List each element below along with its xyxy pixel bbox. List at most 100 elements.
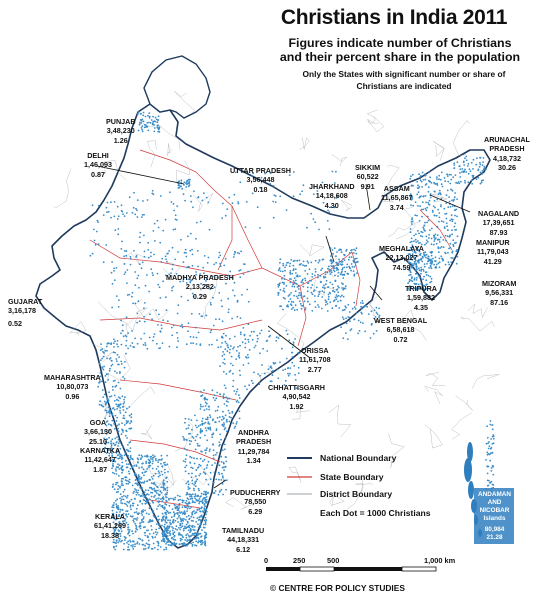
population-dot [421,215,423,218]
population-dot [416,214,418,217]
population-dot [104,402,107,405]
population-dot [136,321,139,324]
population-dot [179,528,182,531]
population-dot [180,518,182,521]
population-dot [320,269,322,271]
population-dot [136,541,139,543]
population-dot [225,342,228,345]
population-dot [115,540,118,542]
population-dot [227,297,230,300]
population-dot [242,364,245,366]
population-dot [151,491,154,494]
population-dot [186,497,189,500]
district-boundaries [53,91,500,510]
population-dot [141,216,143,219]
population-dot [190,476,193,479]
population-dot [334,182,336,184]
population-dot [130,416,133,419]
population-dot [133,517,136,520]
population-dot [110,442,112,445]
population-dot [108,395,111,398]
population-dot [330,265,333,268]
population-dot [127,332,130,334]
population-dot [111,407,114,410]
population-dot [188,266,191,268]
population-dot [290,278,292,280]
population-dot [172,533,175,536]
population-dot [194,497,197,500]
population-dot [161,524,163,527]
population-dot [123,535,126,538]
population-dot [226,479,228,481]
population-dot [326,310,329,312]
population-dot [185,186,188,188]
population-dot [209,426,212,429]
population-dot [165,503,168,506]
population-dot [442,221,445,223]
population-dot [419,195,421,198]
population-dot [187,182,189,185]
population-dot [121,482,123,485]
population-dot [121,454,123,457]
population-dot [138,123,141,126]
population-dot [232,385,234,388]
population-dot [409,228,412,230]
population-dot [161,257,164,260]
population-dot [300,307,303,310]
population-dot [147,499,150,502]
population-dot [421,235,424,238]
population-dot [206,464,209,466]
population-dot [164,255,167,258]
population-dot [207,426,210,429]
population-dot [423,275,425,278]
population-dot [115,505,118,508]
population-dot [450,214,453,217]
population-dot [190,312,193,315]
population-dot [140,267,143,270]
population-dot [194,448,197,451]
population-dot [108,369,111,372]
population-dot [204,472,206,475]
population-dot [346,263,349,266]
population-dot [133,490,136,493]
population-dot [150,119,153,121]
population-dot [409,195,412,198]
population-dot [235,390,238,393]
population-dot [424,195,427,197]
population-dot [157,461,160,463]
population-dot [437,247,440,250]
population-dot [435,263,438,266]
population-dot [191,435,194,438]
population-dot [173,515,176,518]
population-dot [232,364,234,367]
population-dot [283,384,286,386]
population-dot [423,285,426,287]
population-dot [119,447,122,450]
population-dot [124,396,126,399]
population-dot [282,262,285,265]
population-dot [172,202,175,205]
population-dot [179,280,182,283]
population-dot [142,521,145,523]
population-dot [135,491,138,493]
leader-west-bengal [369,285,383,301]
population-dot [292,268,295,271]
population-dot [154,455,156,458]
population-dot [204,516,207,519]
population-dot [159,347,162,349]
population-dot [188,184,191,187]
population-dot [452,243,455,246]
population-dot [447,251,449,254]
population-dot [203,503,206,505]
population-dot [456,161,459,164]
population-dot [413,278,416,281]
population-dot [156,121,159,124]
population-dot [239,333,242,336]
population-dot [344,270,347,273]
population-dot [287,295,290,297]
population-dot [153,127,156,129]
population-dot [180,526,183,529]
population-dot [244,338,247,341]
population-dot [174,543,177,545]
population-dot [168,250,171,252]
